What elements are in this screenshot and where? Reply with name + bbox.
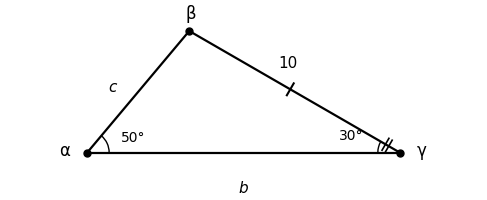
Text: β: β [186,5,196,23]
Text: α: α [59,142,71,160]
Text: 50°: 50° [121,131,146,145]
Text: c: c [109,80,117,95]
Text: b: b [239,181,248,196]
Text: γ: γ [416,142,427,160]
Text: 10: 10 [278,56,297,71]
Text: 30°: 30° [338,129,363,143]
